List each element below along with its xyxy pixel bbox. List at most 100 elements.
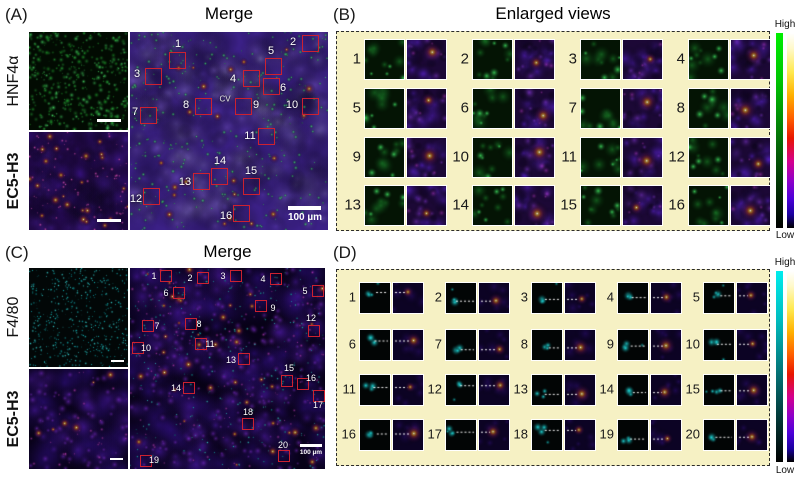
thumb-ec5h3-20 xyxy=(736,419,768,451)
enlarged-item-number-2: 2 xyxy=(460,50,469,67)
roi-box-8 xyxy=(195,98,212,115)
merge-image-c xyxy=(130,268,325,469)
thumb-hnf4a-7 xyxy=(580,88,621,129)
merge-image-box-a: 1 2 3 4 5 6 7 8 9 10 11 12 13 14 15 16 CV 100 µm xyxy=(130,32,328,230)
roi-number-5: 5 xyxy=(267,45,275,57)
colorbar-high-label-d: High xyxy=(774,257,796,268)
roi-box-5 xyxy=(312,285,324,297)
thumb-ec5h3-17 xyxy=(478,419,510,451)
roi-layer-c: 1 2 3 4 5 6 7 8 9 10 11 12 13 14 15 16 17 18 19 20 xyxy=(130,268,325,469)
ec5h3-image-box-a xyxy=(29,132,128,230)
enlarged-item-number-5: 5 xyxy=(692,289,700,305)
enlarged-item-number-16: 16 xyxy=(668,196,685,213)
roi-box-6 xyxy=(263,78,280,95)
thumb-hnf4a-13 xyxy=(364,185,405,226)
enlarged-item-number-12: 12 xyxy=(668,148,685,165)
thumb-f480-14 xyxy=(617,374,649,406)
roi-box-5 xyxy=(265,58,282,75)
thumb-f480-12 xyxy=(445,374,477,406)
enlarged-item-number-15: 15 xyxy=(560,196,577,213)
scale-bar-merge-a xyxy=(288,206,321,210)
thumb-ec5h3-13 xyxy=(406,185,447,226)
roi-number-8: 8 xyxy=(182,99,190,111)
enlarged-item-number-17: 17 xyxy=(427,426,442,442)
enlarged-item-number-6: 6 xyxy=(348,336,356,352)
panel-b-label: (B) xyxy=(333,5,356,24)
roi-box-1 xyxy=(169,52,186,69)
thumb-ec5h3-18 xyxy=(564,419,596,451)
thumb-ec5h3-9 xyxy=(650,329,682,361)
roi-number-19: 19 xyxy=(148,455,160,465)
roi-number-5: 5 xyxy=(302,286,308,296)
thumb-hnf4a-3 xyxy=(580,39,621,80)
roi-box-10 xyxy=(132,342,144,354)
thumb-ec5h3-12 xyxy=(730,137,771,178)
scale-bar-merge-c xyxy=(300,444,322,447)
roi-box-11 xyxy=(195,338,207,350)
thumb-f480-20 xyxy=(703,419,735,451)
enlarged-item-number-13: 13 xyxy=(513,381,528,397)
enlarged-item-number-11: 11 xyxy=(561,148,577,165)
scale-bar xyxy=(97,219,121,222)
thumb-f480-17 xyxy=(445,419,477,451)
colorbar-low-label-b: Low xyxy=(775,230,795,241)
thumb-ec5h3-13 xyxy=(564,374,596,406)
roi-box-7 xyxy=(142,320,154,332)
enlarged-item-number-3: 3 xyxy=(520,289,528,305)
thumb-ec5h3-16 xyxy=(730,185,771,226)
thumb-ec5h3-6 xyxy=(392,329,424,361)
roi-number-1: 1 xyxy=(174,38,182,50)
enlarged-item-number-4: 4 xyxy=(606,289,614,305)
roi-box-13 xyxy=(238,353,250,365)
enlarged-item-number-1: 1 xyxy=(352,50,361,67)
panel-b-title: Enlarged views xyxy=(495,4,611,23)
thumb-hnf4a-16 xyxy=(688,185,729,226)
enlarged-item-number-4: 4 xyxy=(676,50,685,67)
enlarged-item-number-3: 3 xyxy=(568,50,577,67)
roi-box-4 xyxy=(270,273,282,285)
enlarged-views-box-d: 1 2 3 4 5 6 7 8 9 10 11 12 13 14 15 16 17 18 19 20 xyxy=(336,269,770,466)
enlarged-item-number-6: 6 xyxy=(460,99,469,116)
roi-box-2 xyxy=(302,35,319,52)
thumb-ec5h3-8 xyxy=(730,88,771,129)
scale-bar xyxy=(110,458,123,460)
scale-bar xyxy=(111,360,124,362)
roi-box-15 xyxy=(281,375,293,387)
roi-number-18: 18 xyxy=(242,407,254,417)
colorbar-f480 xyxy=(776,271,783,462)
thumb-ec5h3-19 xyxy=(650,419,682,451)
roi-number-9: 9 xyxy=(252,99,260,111)
roi-number-4: 4 xyxy=(260,274,266,284)
thumb-ec5h3-7 xyxy=(622,88,663,129)
thumb-ec5h3-5 xyxy=(736,282,768,314)
thumb-hnf4a-6 xyxy=(472,88,513,129)
roi-number-4: 4 xyxy=(229,73,237,85)
roi-number-11: 11 xyxy=(205,339,215,349)
roi-box-1 xyxy=(160,270,172,282)
roi-box-16 xyxy=(233,205,250,222)
roi-box-2 xyxy=(197,272,209,284)
roi-number-14: 14 xyxy=(213,155,227,167)
hnf4a-channel-image xyxy=(29,32,128,130)
thumb-f480-5 xyxy=(703,282,735,314)
thumb-hnf4a-5 xyxy=(364,88,405,129)
scale-text-a: 100 µm xyxy=(287,212,323,223)
roi-box-9 xyxy=(255,300,267,312)
thumb-f480-3 xyxy=(531,282,563,314)
roi-number-14: 14 xyxy=(170,383,182,393)
channel-label-f480: F4/80 xyxy=(5,296,22,338)
roi-number-6: 6 xyxy=(279,82,287,94)
thumb-hnf4a-12 xyxy=(688,137,729,178)
roi-number-12: 12 xyxy=(129,193,143,205)
merge-image-box-c: 1 2 3 4 5 6 7 8 9 10 11 12 13 14 15 16 17 18 19 20 100 µm xyxy=(130,268,325,469)
roi-box-9 xyxy=(235,98,252,115)
enlarged-item-number-8: 8 xyxy=(676,99,685,116)
thumb-ec5h3-12 xyxy=(478,374,510,406)
merge-image-a xyxy=(130,32,328,230)
central-vein-label: CV xyxy=(219,94,231,104)
colorbar-fire-b xyxy=(787,33,794,228)
ec5h3-image-box-c xyxy=(29,369,128,469)
thumb-ec5h3-1 xyxy=(406,39,447,80)
enlarged-item-number-9: 9 xyxy=(352,148,361,165)
enlarged-item-number-9: 9 xyxy=(606,336,614,352)
